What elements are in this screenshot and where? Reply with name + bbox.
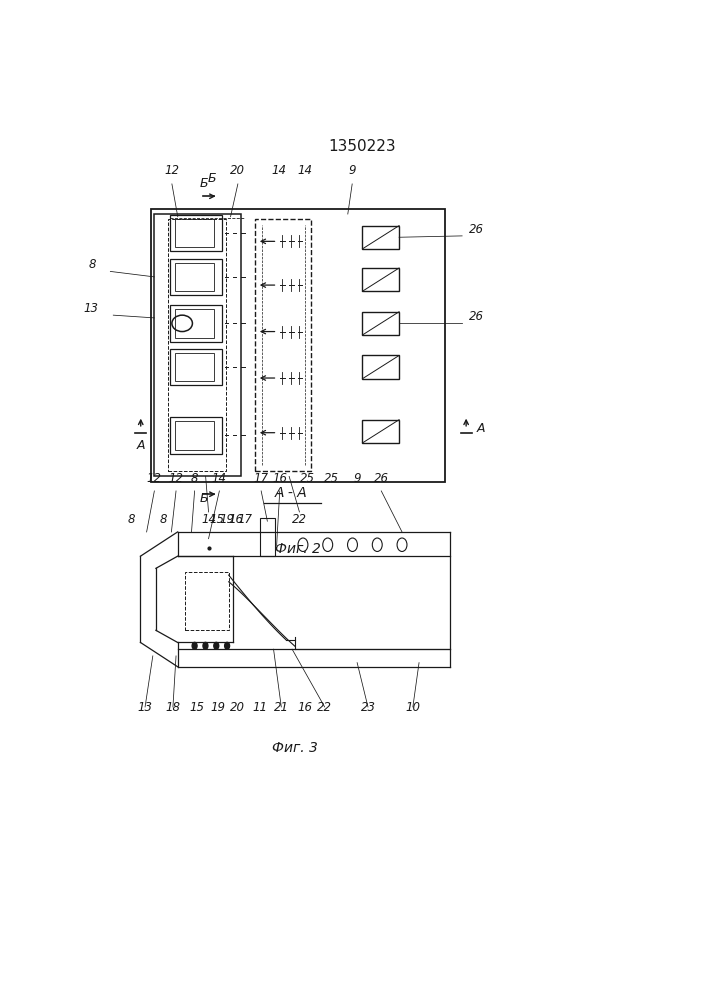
Text: Б: Б [200, 492, 209, 505]
Bar [363, 226, 399, 249]
Text: 14: 14 [212, 472, 227, 485]
Text: 9: 9 [354, 472, 361, 485]
Circle shape [203, 642, 208, 649]
Text: А: А [136, 439, 145, 452]
Text: Фиг. 3: Фиг. 3 [272, 741, 318, 755]
Bar [170, 305, 222, 342]
Circle shape [225, 642, 230, 649]
Bar [151, 209, 445, 482]
Bar [170, 349, 222, 385]
Bar [170, 259, 222, 295]
Text: 14: 14 [298, 164, 312, 177]
Bar [175, 263, 214, 291]
Text: 20: 20 [230, 701, 245, 714]
Bar [154, 214, 241, 476]
Bar [175, 219, 214, 247]
Text: 17: 17 [254, 472, 269, 485]
Text: 12: 12 [168, 472, 184, 485]
Text: 25: 25 [325, 472, 339, 485]
Text: 14: 14 [271, 164, 286, 177]
Text: 9: 9 [349, 164, 356, 177]
Text: Б: Б [200, 177, 209, 190]
Text: 10: 10 [405, 701, 421, 714]
Bar [185, 572, 228, 630]
Text: 13: 13 [83, 302, 98, 315]
Bar [168, 219, 226, 471]
Text: 12: 12 [165, 164, 180, 177]
Text: 16: 16 [272, 472, 287, 485]
Text: 17: 17 [237, 513, 252, 526]
Text: 15: 15 [189, 701, 204, 714]
Text: 11: 11 [252, 701, 267, 714]
Bar [255, 219, 311, 471]
Text: 25: 25 [300, 472, 315, 485]
Text: 22: 22 [317, 701, 332, 714]
Bar [175, 309, 214, 338]
Bar [363, 312, 399, 335]
Text: 20: 20 [230, 164, 245, 177]
Bar [363, 355, 399, 379]
Bar [175, 353, 214, 381]
Text: Фиг. 2: Фиг. 2 [275, 542, 321, 556]
Text: 12: 12 [147, 472, 162, 485]
Text: 13: 13 [138, 701, 153, 714]
Text: 18: 18 [165, 701, 180, 714]
Text: 26: 26 [469, 310, 484, 323]
Text: 21: 21 [274, 701, 288, 714]
Bar [170, 417, 222, 454]
Text: 8: 8 [191, 472, 199, 485]
Text: 26: 26 [374, 472, 389, 485]
Text: 26: 26 [469, 223, 484, 236]
Text: 15: 15 [210, 513, 225, 526]
Bar [363, 420, 399, 443]
Text: A: A [477, 422, 486, 435]
Bar [170, 215, 222, 251]
Text: 23: 23 [361, 701, 375, 714]
Text: 14: 14 [201, 513, 216, 526]
Circle shape [192, 642, 197, 649]
Text: 8: 8 [159, 513, 167, 526]
Bar [175, 421, 214, 450]
Text: 8: 8 [88, 258, 95, 271]
Text: 19: 19 [210, 701, 226, 714]
Bar [259, 518, 275, 556]
Text: 19: 19 [219, 513, 235, 526]
Text: Б: Б [207, 172, 216, 185]
Text: 16: 16 [297, 701, 312, 714]
Text: 22: 22 [292, 513, 307, 526]
Text: A - A: A - A [275, 486, 308, 500]
Text: 8: 8 [127, 513, 134, 526]
Text: 16: 16 [228, 513, 243, 526]
Circle shape [214, 642, 218, 649]
Bar [363, 268, 399, 291]
Text: 1350223: 1350223 [329, 139, 396, 154]
